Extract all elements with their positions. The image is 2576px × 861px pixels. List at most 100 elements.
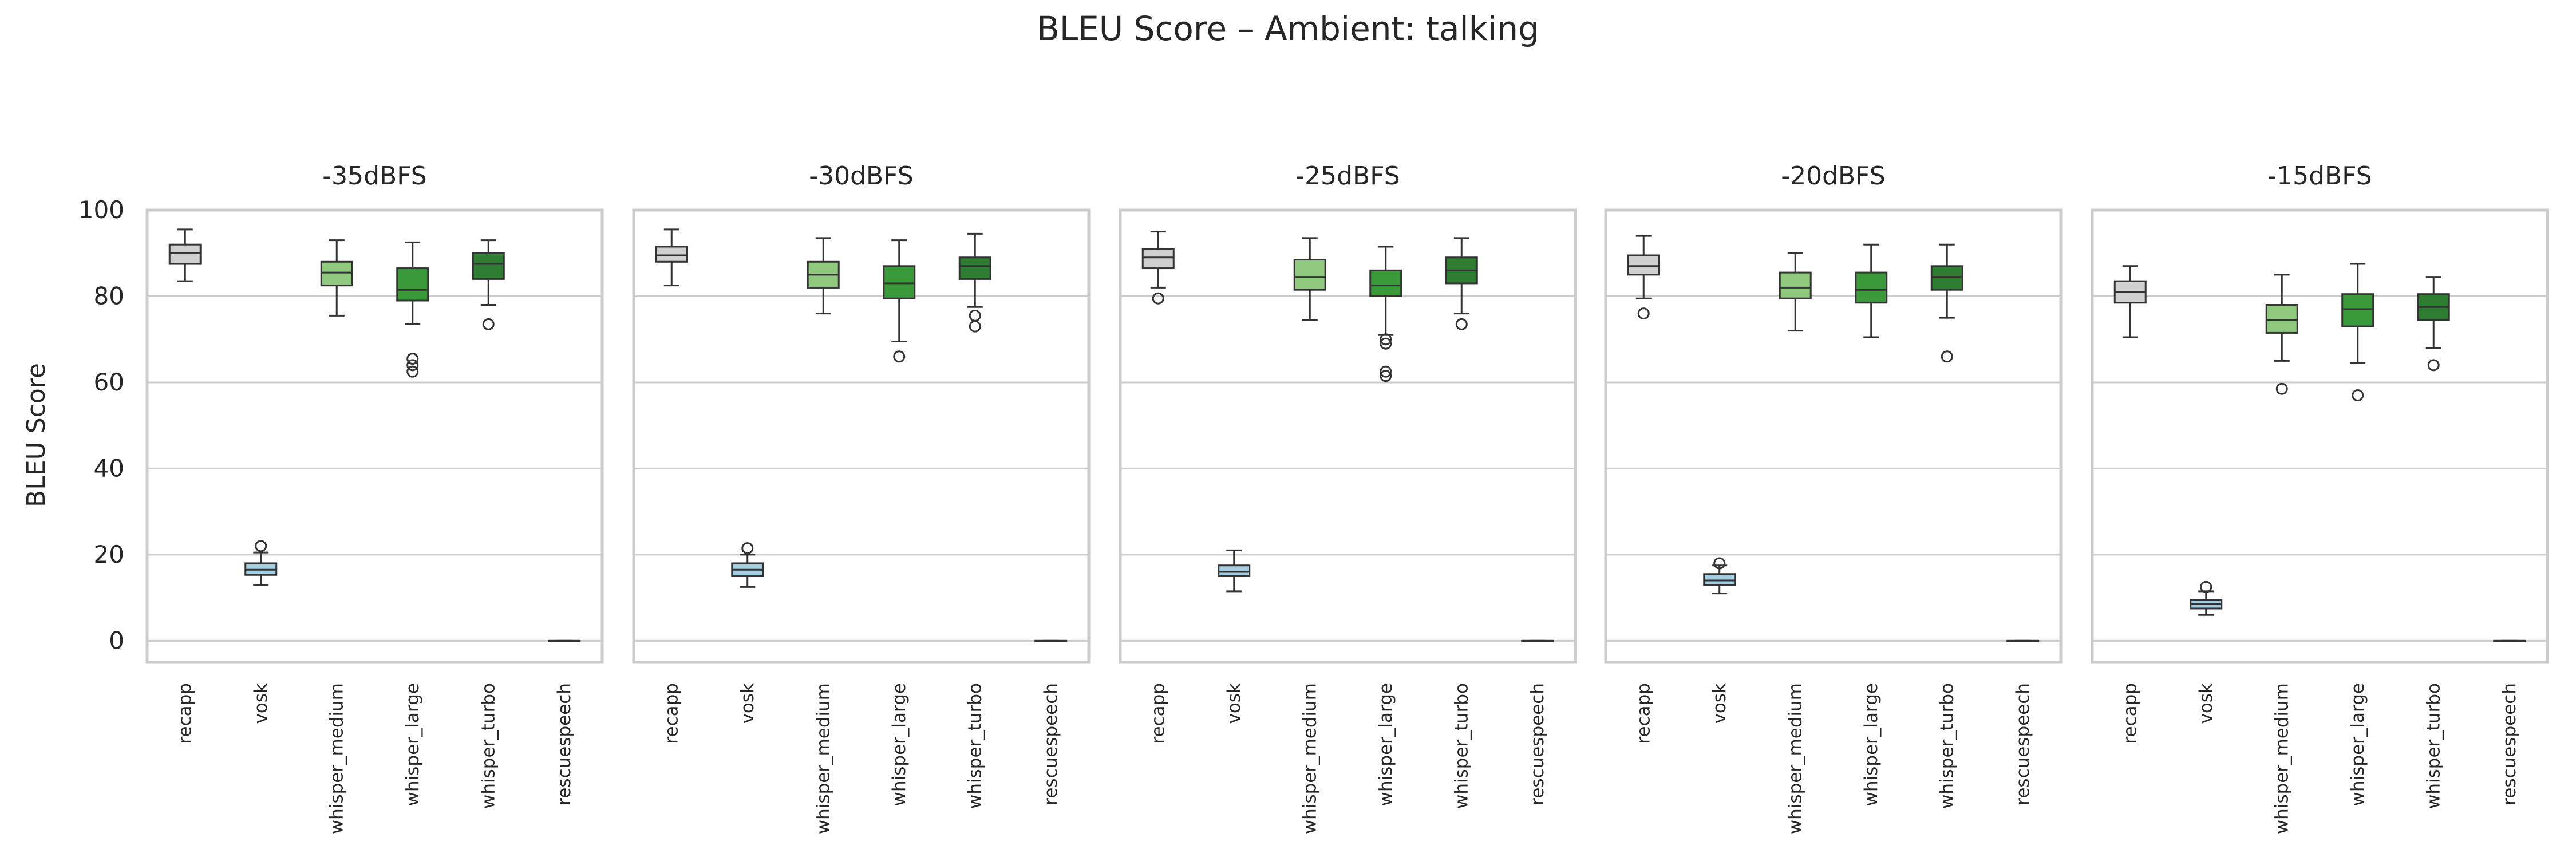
box-iqr <box>655 246 688 263</box>
box-whisper_turbo: whisper_turbo <box>1445 237 1478 809</box>
box-iqr <box>2265 304 2298 334</box>
box-rescuespeech: rescuespeech <box>548 639 581 805</box>
box-iqr <box>1369 269 1402 297</box>
y-tick-label: 100 <box>78 196 124 224</box>
x-tick-label: recapp <box>2120 683 2140 744</box>
box-vosk: vosk <box>731 542 764 724</box>
outlier-point <box>1380 337 1392 350</box>
box-iqr <box>472 252 505 280</box>
outlier-point <box>1941 350 1953 363</box>
box-iqr <box>396 267 429 302</box>
box-recapp: recapp <box>1627 235 1660 744</box>
outlier-point <box>741 542 754 555</box>
box-recapp: recapp <box>168 228 202 744</box>
box-whisper_turbo: whisper_turbo <box>958 232 991 809</box>
x-tick-label: whisper_medium <box>1299 683 1320 834</box>
y-tick-label: 20 <box>94 540 124 568</box>
panel-frame <box>1119 208 1577 664</box>
panel-3: -25dBFS recapp vosk whisper_medium whisper_l… <box>1119 161 1577 834</box>
outlier-point <box>255 540 267 552</box>
outlier-point <box>406 365 419 378</box>
x-tick-label: rescuespeech <box>554 683 575 805</box>
x-tick-label: whisper_large <box>1861 683 1882 806</box>
y-tick-label: 60 <box>94 368 124 396</box>
panel-frame <box>1604 208 2063 664</box>
outlier-point <box>1713 557 1726 570</box>
box-vosk: vosk <box>1218 549 1251 724</box>
box-iqr <box>1779 271 1812 299</box>
x-tick-label: vosk <box>1709 683 1730 724</box>
x-tick-label: whisper_turbo <box>478 683 499 809</box>
box-iqr <box>1930 265 1963 291</box>
outlier-point <box>1380 333 1392 346</box>
x-tick-label: whisper_large <box>2348 683 2368 806</box>
x-tick-label: whisper_turbo <box>965 683 985 809</box>
box-recapp: recapp <box>2113 265 2147 744</box>
box-vosk: vosk <box>244 540 278 724</box>
outlier-point <box>1637 307 1650 320</box>
panel-1: -35dBFS 0 20 40 60 80 100 recapp vosk whisper_med… <box>78 161 604 834</box>
panel-5: -15dBFS recapp vosk whisper_medium whisper_l… <box>2091 161 2549 834</box>
x-tick-label: whisper_turbo <box>1937 683 1957 809</box>
outlier-point <box>1380 365 1392 378</box>
outlier-point <box>1455 318 1468 330</box>
x-tick-label: whisper_turbo <box>2423 683 2444 809</box>
x-tick-label: recapp <box>661 683 682 744</box>
x-tick-label: rescuespeech <box>2499 683 2520 805</box>
outlier-point <box>2352 389 2364 402</box>
outlier-point <box>406 359 419 372</box>
box-rescuespeech: rescuespeech <box>2006 639 2040 805</box>
x-tick-label: vosk <box>737 683 758 724</box>
box-iqr <box>1855 271 1888 304</box>
box-iqr <box>1218 564 1251 578</box>
box-whisper_medium: whisper_medium <box>1779 252 1812 834</box>
panel-2: -30dBFS recapp vosk whisper_medium whisper_l… <box>632 161 1091 834</box>
box-iqr <box>1141 248 1175 270</box>
box-iqr <box>1627 254 1660 276</box>
box-whisper_turbo: whisper_turbo <box>472 239 505 809</box>
panel-title: -15dBFS <box>2267 161 2372 191</box>
box-whisper_medium: whisper_medium <box>807 237 840 834</box>
x-tick-label: rescuespeech <box>2013 683 2033 805</box>
x-tick-label: whisper_turbo <box>1451 683 1472 809</box>
box-iqr <box>1293 259 1326 291</box>
box-whisper_medium: whisper_medium <box>2265 274 2298 834</box>
box-whisper_turbo: whisper_turbo <box>1930 243 1963 809</box>
x-tick-label: whisper_medium <box>1785 683 1805 834</box>
x-tick-label: recapp <box>1633 683 1654 744</box>
outlier-point <box>2427 359 2440 372</box>
panel-title: -20dBFS <box>1781 161 1885 191</box>
box-iqr <box>958 256 991 280</box>
x-tick-label: whisper_medium <box>813 683 833 834</box>
outlier-point <box>893 350 906 363</box>
outlier-point <box>1152 292 1164 305</box>
x-tick-label: whisper_large <box>1376 683 1396 806</box>
panel-frame <box>145 208 604 664</box>
panel-4: -20dBFS recapp vosk whisper_medium whisper_l… <box>1604 161 2063 834</box>
panels: -35dBFS 0 20 40 60 80 100 recapp vosk whisper_med… <box>78 161 2549 834</box>
x-tick-label: vosk <box>2196 683 2217 724</box>
outlier-point <box>2275 382 2288 395</box>
box-whisper_medium: whisper_medium <box>1293 237 1326 834</box>
x-tick-label: vosk <box>251 683 271 724</box>
x-tick-label: rescuespeech <box>1041 683 1061 805</box>
outlier-point <box>2200 580 2212 593</box>
box-whisper_large: whisper_large <box>2341 263 2374 806</box>
box-iqr <box>883 265 916 299</box>
box-vosk: vosk <box>1703 557 1736 724</box>
box-whisper_turbo: whisper_turbo <box>2417 276 2450 809</box>
panel-title: -25dBFS <box>1295 161 1400 191</box>
x-tick-label: whisper_large <box>889 683 910 806</box>
y-tick-label: 40 <box>94 454 124 482</box>
x-tick-label: whisper_medium <box>2271 683 2292 834</box>
y-tick-label: 0 <box>109 626 124 654</box>
chart-title: BLEU Score – Ambient: talking <box>1037 9 1539 48</box>
outlier-point <box>969 320 981 333</box>
box-rescuespeech: rescuespeech <box>2493 639 2526 805</box>
box-iqr <box>168 243 202 265</box>
box-iqr <box>1703 573 1736 586</box>
y-axis-label: BLEU Score <box>22 363 51 507</box>
box-whisper_medium: whisper_medium <box>320 239 353 834</box>
panel-title: -35dBFS <box>322 161 426 191</box>
